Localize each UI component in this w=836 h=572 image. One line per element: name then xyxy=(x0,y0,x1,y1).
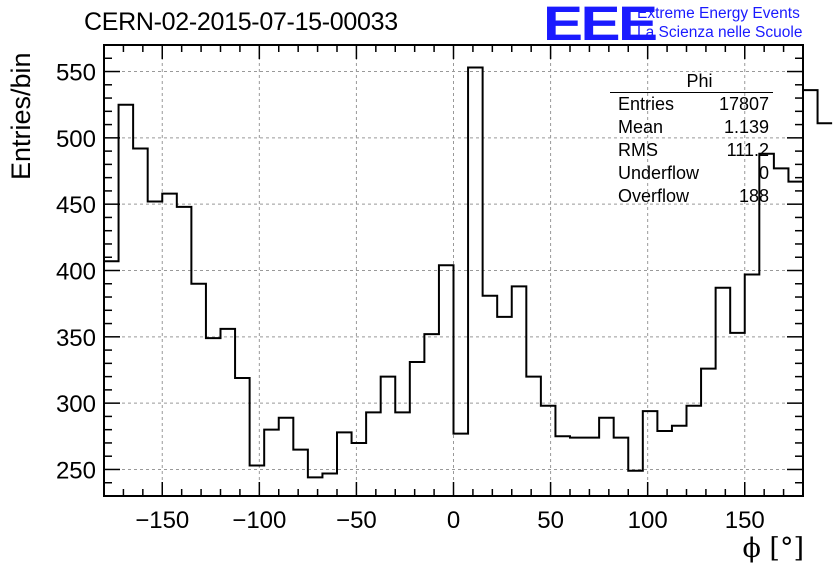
histogram-bin xyxy=(570,438,585,496)
histogram-bin xyxy=(395,412,410,496)
histogram-bin xyxy=(352,443,367,496)
x-tick-label: −100 xyxy=(232,507,286,534)
chart-title: CERN-02-2015-07-15-00033 xyxy=(84,8,398,36)
x-tick-label: −50 xyxy=(336,507,377,534)
histogram-bin xyxy=(439,265,454,496)
histogram-bin xyxy=(468,68,483,496)
stats-value: 17807 xyxy=(718,94,769,114)
histogram-bin xyxy=(410,362,425,496)
stats-row-overflow: Overflow 188 xyxy=(610,185,773,208)
y-tick-label: 250 xyxy=(56,457,96,484)
histogram-bin xyxy=(206,338,221,496)
stats-value: 0 xyxy=(758,163,769,183)
histogram-bin xyxy=(788,182,803,496)
stats-value: 1.139 xyxy=(723,117,769,137)
stats-label: Mean xyxy=(618,117,664,137)
x-tick-label: −150 xyxy=(135,507,189,534)
histogram-bin xyxy=(599,418,614,496)
x-tick-label: 0 xyxy=(447,507,460,534)
histogram-bin xyxy=(614,438,629,496)
stats-row-entries: Entries 17807 xyxy=(610,93,773,116)
stats-label: Underflow xyxy=(618,163,700,183)
histogram-bin xyxy=(337,432,352,496)
y-tick-label: 350 xyxy=(56,325,96,352)
stats-row-mean: Mean 1.139 xyxy=(610,116,773,139)
histogram-bin xyxy=(497,317,512,496)
stats-label: RMS xyxy=(618,140,658,160)
histogram-bin xyxy=(512,286,527,496)
histogram-bin xyxy=(541,406,556,496)
histogram-bin xyxy=(133,148,148,496)
histogram-bin xyxy=(162,194,177,496)
histogram-bin xyxy=(803,90,818,496)
histogram-bin xyxy=(818,123,833,496)
histogram-bin xyxy=(148,202,163,496)
x-tick-label: 50 xyxy=(537,507,564,534)
stats-value: 188 xyxy=(738,186,769,206)
histogram-bin xyxy=(745,274,760,496)
histogram-bin xyxy=(716,288,731,496)
histogram-bin xyxy=(381,377,396,496)
histogram-bin xyxy=(424,334,439,496)
histogram-bin xyxy=(279,418,294,496)
histogram-bin xyxy=(687,406,702,496)
histogram-bin xyxy=(191,284,206,496)
stats-row-rms: RMS 111.2 xyxy=(610,139,773,162)
histogram-bin xyxy=(526,377,541,496)
histogram-bin xyxy=(454,434,469,496)
histogram-bin xyxy=(235,378,250,496)
histogram-bin xyxy=(177,207,192,496)
histogram-bin xyxy=(585,438,600,496)
stats-title: Phi xyxy=(610,70,773,93)
stats-row-underflow: Underflow 0 xyxy=(610,162,773,185)
histogram-bin xyxy=(628,471,643,496)
y-tick-label: 300 xyxy=(56,391,96,418)
y-axis-label: Entries/bin xyxy=(6,52,36,180)
stats-label: Entries xyxy=(618,94,675,114)
histogram-bin xyxy=(119,105,134,496)
histogram-bin xyxy=(221,329,236,496)
x-tick-label: 150 xyxy=(725,507,765,534)
histogram-bin xyxy=(657,431,672,496)
stats-value: 111.2 xyxy=(726,140,769,160)
y-tick-label: 550 xyxy=(56,60,96,87)
eee-logo: EEE xyxy=(543,0,658,51)
x-tick-label: 100 xyxy=(628,507,668,534)
y-tick-label: 450 xyxy=(56,192,96,219)
histogram-bin xyxy=(308,477,323,496)
stats-box: Phi Entries 17807 Mean 1.139 RMS 111.2 U… xyxy=(610,70,773,207)
stats-label: Overflow xyxy=(618,186,690,206)
histogram-bin xyxy=(293,450,308,496)
histogram-bin xyxy=(366,412,381,496)
histogram-bin xyxy=(701,369,716,496)
histogram-bin xyxy=(264,430,279,496)
histogram-bin xyxy=(774,168,789,496)
x-axis-label: ϕ [°] xyxy=(742,533,804,564)
histogram-bin xyxy=(672,426,687,496)
histogram-series xyxy=(104,66,833,479)
histogram-bin xyxy=(250,465,265,496)
y-tick-label: 500 xyxy=(56,126,96,153)
histogram-bin xyxy=(730,333,745,496)
histogram-bin xyxy=(555,436,570,496)
y-tick-label: 400 xyxy=(56,259,96,286)
histogram-bin xyxy=(322,473,337,496)
logo-tagline-2: La Scienza nelle Scuole xyxy=(637,24,803,41)
histogram-bin xyxy=(643,411,658,496)
logo-tagline-1: Extreme Energy Events xyxy=(637,5,800,22)
histogram-bin xyxy=(483,296,498,496)
